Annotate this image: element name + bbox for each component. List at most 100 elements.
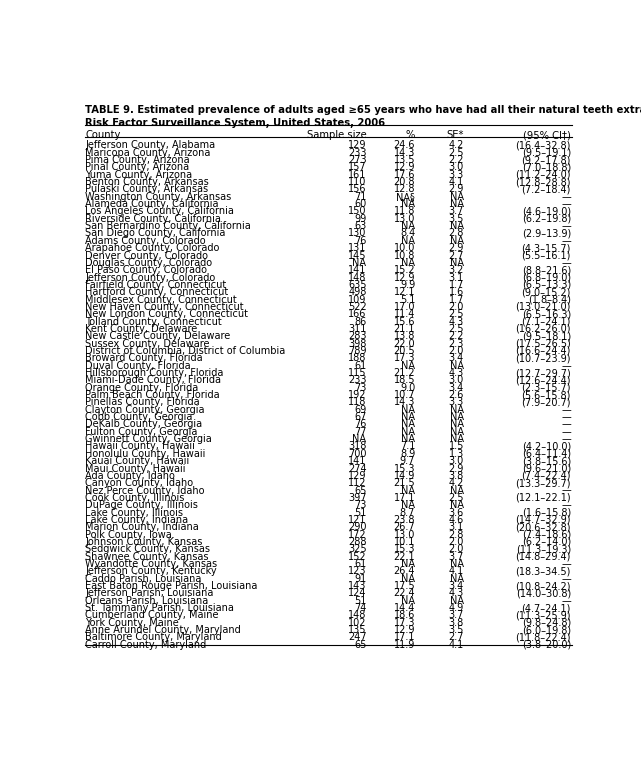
- Text: 9.0: 9.0: [400, 383, 415, 393]
- Text: 522: 522: [347, 302, 367, 312]
- Text: 14.3: 14.3: [394, 147, 415, 158]
- Text: (16.2–26.0): (16.2–26.0): [515, 324, 571, 334]
- Text: Wyandotte County, Kansas: Wyandotte County, Kansas: [85, 559, 217, 569]
- Text: Miami-Dade County, Florida: Miami-Dade County, Florida: [85, 375, 221, 385]
- Text: Nez Perce County, Idaho: Nez Perce County, Idaho: [85, 486, 204, 496]
- Text: Polk County, Iowa: Polk County, Iowa: [85, 530, 172, 540]
- Text: 156: 156: [348, 185, 367, 195]
- Text: Clayton County, Georgia: Clayton County, Georgia: [85, 405, 204, 415]
- Text: 14.9: 14.9: [394, 471, 415, 481]
- Text: Pinellas County, Florida: Pinellas County, Florida: [85, 397, 200, 407]
- Text: Caddo Parish, Louisiana: Caddo Parish, Louisiana: [85, 574, 201, 584]
- Text: NA: NA: [401, 405, 415, 415]
- Text: 129: 129: [348, 141, 367, 150]
- Text: NA: NA: [450, 596, 464, 606]
- Text: NA: NA: [401, 258, 415, 268]
- Text: 397: 397: [348, 493, 367, 503]
- Text: 283: 283: [348, 331, 367, 341]
- Text: Marion County, Indiana: Marion County, Indiana: [85, 522, 199, 532]
- Text: NA: NA: [450, 361, 464, 371]
- Text: NA: NA: [401, 361, 415, 371]
- Text: 26.7: 26.7: [394, 522, 415, 532]
- Text: —: —: [561, 420, 571, 429]
- Text: 635: 635: [348, 280, 367, 290]
- Text: 3.7: 3.7: [449, 610, 464, 620]
- Text: 141: 141: [348, 265, 367, 275]
- Text: York County, Maine: York County, Maine: [85, 618, 179, 628]
- Text: Cobb County, Georgia: Cobb County, Georgia: [85, 412, 192, 422]
- Text: 166: 166: [348, 309, 367, 319]
- Text: 157: 157: [348, 163, 367, 173]
- Text: 135: 135: [348, 625, 367, 635]
- Text: 3.3: 3.3: [449, 169, 464, 179]
- Text: NA: NA: [450, 192, 464, 201]
- Text: (17.5–26.5): (17.5–26.5): [515, 339, 571, 349]
- Text: Gwinnett County, Georgia: Gwinnett County, Georgia: [85, 434, 212, 444]
- Text: Arapahoe County, Colorado: Arapahoe County, Colorado: [85, 243, 219, 253]
- Text: 2.9: 2.9: [449, 464, 464, 473]
- Text: —: —: [561, 412, 571, 422]
- Text: (7.0–18.8): (7.0–18.8): [522, 163, 571, 173]
- Text: 131: 131: [348, 243, 367, 253]
- Text: Jefferson County, Kentucky: Jefferson County, Kentucky: [85, 566, 217, 576]
- Text: —: —: [561, 486, 571, 496]
- Text: 102: 102: [348, 618, 367, 628]
- Text: 18.5: 18.5: [394, 375, 415, 385]
- Text: 12.8: 12.8: [394, 185, 415, 195]
- Text: 118: 118: [348, 397, 367, 407]
- Text: NA: NA: [450, 405, 464, 415]
- Text: (6.4–11.4): (6.4–11.4): [522, 449, 571, 459]
- Text: 17.5: 17.5: [394, 581, 415, 591]
- Text: 3.5: 3.5: [449, 214, 464, 223]
- Text: 65: 65: [354, 640, 367, 650]
- Text: (3.8–20.0): (3.8–20.0): [522, 640, 571, 650]
- Text: 288: 288: [348, 537, 367, 547]
- Text: (12.7–29.7): (12.7–29.7): [515, 368, 571, 378]
- Text: Alameda County, California: Alameda County, California: [85, 199, 219, 209]
- Text: (12.8–28.8): (12.8–28.8): [515, 177, 571, 187]
- Text: Baltimore County, Maryland: Baltimore County, Maryland: [85, 632, 222, 642]
- Text: 17.1: 17.1: [394, 632, 415, 642]
- Text: 11.8: 11.8: [394, 207, 415, 217]
- Text: —: —: [561, 405, 571, 415]
- Text: 10.7: 10.7: [394, 390, 415, 400]
- Text: Johnson County, Kansas: Johnson County, Kansas: [85, 537, 203, 547]
- Text: (7.1–24.1): (7.1–24.1): [522, 317, 571, 327]
- Text: 12.1: 12.1: [394, 287, 415, 297]
- Text: Fulton County, Georgia: Fulton County, Georgia: [85, 427, 197, 437]
- Text: Cumberland County, Maine: Cumberland County, Maine: [85, 610, 219, 620]
- Text: 3.8: 3.8: [449, 471, 464, 481]
- Text: Denver County, Colorado: Denver County, Colorado: [85, 251, 208, 261]
- Text: NA: NA: [450, 486, 464, 496]
- Text: 2.0: 2.0: [449, 346, 464, 356]
- Text: Fairfield County, Connecticut: Fairfield County, Connecticut: [85, 280, 226, 290]
- Text: 76: 76: [354, 420, 367, 429]
- Text: NA: NA: [401, 434, 415, 444]
- Text: (6.5–13.3): (6.5–13.3): [522, 280, 571, 290]
- Text: 2.5: 2.5: [448, 493, 464, 503]
- Text: 73: 73: [354, 500, 367, 510]
- Text: East Baton Rouge Parish, Louisiana: East Baton Rouge Parish, Louisiana: [85, 581, 258, 591]
- Text: (5.6–15.8): (5.6–15.8): [522, 390, 571, 400]
- Text: (7.2–18.4): (7.2–18.4): [522, 185, 571, 195]
- Text: —: —: [561, 596, 571, 606]
- Text: 13.0: 13.0: [394, 530, 415, 540]
- Text: (6.2–19.8): (6.2–19.8): [522, 214, 571, 223]
- Text: DuPage County, Illinois: DuPage County, Illinois: [85, 500, 198, 510]
- Text: 9.7: 9.7: [400, 456, 415, 466]
- Text: Jefferson County, Colorado: Jefferson County, Colorado: [85, 273, 215, 283]
- Text: (6.0–19.8): (6.0–19.8): [522, 625, 571, 635]
- Text: Hartford County, Connecticut: Hartford County, Connecticut: [85, 287, 228, 297]
- Text: 3.6: 3.6: [449, 508, 464, 518]
- Text: 10.0: 10.0: [394, 243, 415, 253]
- Text: (11.8–22.4): (11.8–22.4): [515, 632, 571, 642]
- Text: 12.9: 12.9: [394, 625, 415, 635]
- Text: 12.9: 12.9: [394, 163, 415, 173]
- Text: Douglas County, Colorado: Douglas County, Colorado: [85, 258, 212, 268]
- Text: (12.6–24.4): (12.6–24.4): [515, 375, 571, 385]
- Text: 15.3: 15.3: [394, 544, 415, 554]
- Text: San Bernardino County, California: San Bernardino County, California: [85, 221, 251, 231]
- Text: 3.7: 3.7: [449, 207, 464, 217]
- Text: (14.0–30.8): (14.0–30.8): [516, 588, 571, 598]
- Text: 398: 398: [348, 339, 367, 349]
